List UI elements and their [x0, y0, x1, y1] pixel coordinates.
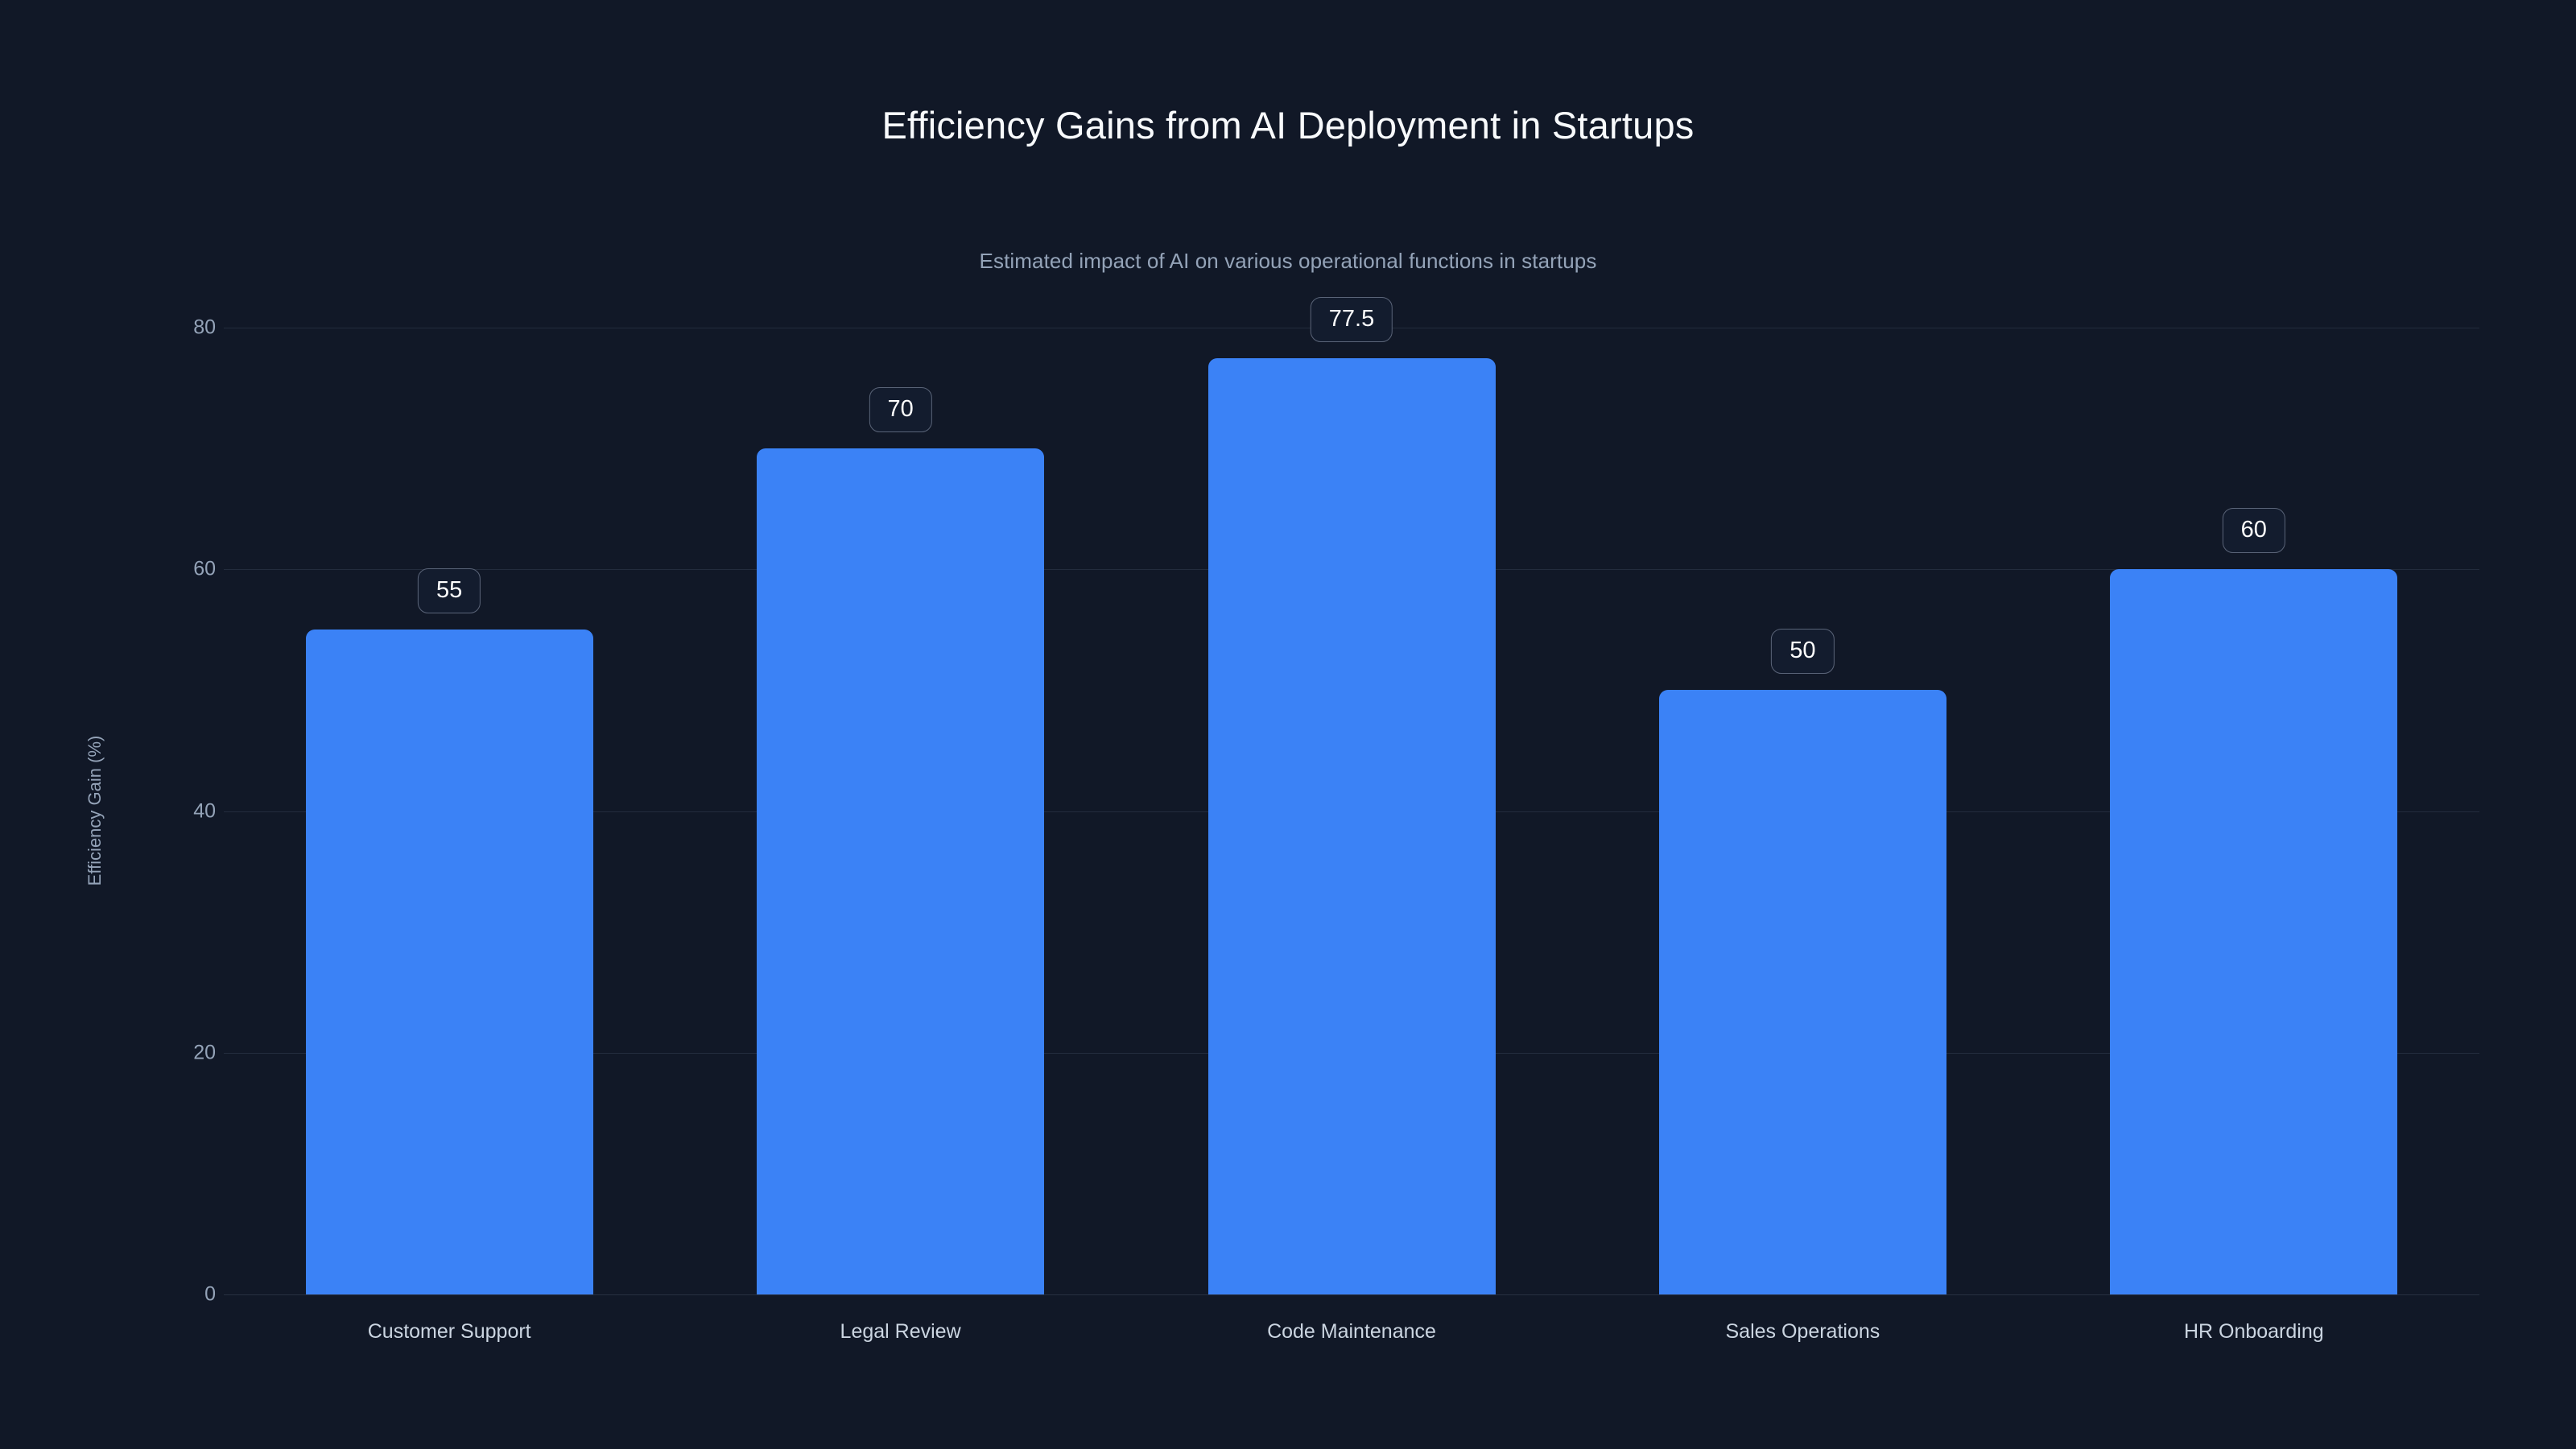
x-tick-label-code-maintenance: Code Maintenance: [1267, 1320, 1436, 1343]
gridline-0: [224, 1294, 2479, 1295]
y-tick-label-60: 60: [193, 557, 216, 580]
bar-code-maintenance[interactable]: [1208, 357, 1496, 1294]
chart-title: Efficiency Gains from AI Deployment in S…: [881, 104, 1695, 147]
x-tick-label-sales-operations: Sales Operations: [1725, 1320, 1880, 1343]
value-label-legal-review: 70: [869, 387, 932, 433]
y-tick-label-40: 40: [193, 799, 216, 822]
value-label-code-maintenance: 77.5: [1310, 296, 1393, 342]
bar-legal-review[interactable]: [757, 448, 1045, 1294]
value-label-sales-operations: 50: [1771, 629, 1835, 675]
y-tick-label-80: 80: [193, 316, 216, 339]
y-tick-label-0: 0: [204, 1282, 216, 1306]
x-tick-label-customer-support: Customer Support: [367, 1320, 531, 1343]
y-tick-label-20: 20: [193, 1041, 216, 1064]
bar-hr-onboarding[interactable]: [2110, 569, 2398, 1294]
value-label-customer-support: 55: [418, 568, 481, 614]
y-axis-title: Efficiency Gain (%): [85, 735, 105, 886]
x-tick-label-legal-review: Legal Review: [840, 1320, 961, 1343]
bar-customer-support[interactable]: [305, 630, 593, 1294]
x-tick-label-hr-onboarding: HR Onboarding: [2183, 1320, 2324, 1343]
chart-subtitle: Estimated impact of AI on various operat…: [979, 249, 1597, 273]
value-label-hr-onboarding: 60: [2222, 508, 2285, 554]
plot-area: [224, 328, 2479, 1295]
bar-sales-operations[interactable]: [1658, 690, 1946, 1294]
